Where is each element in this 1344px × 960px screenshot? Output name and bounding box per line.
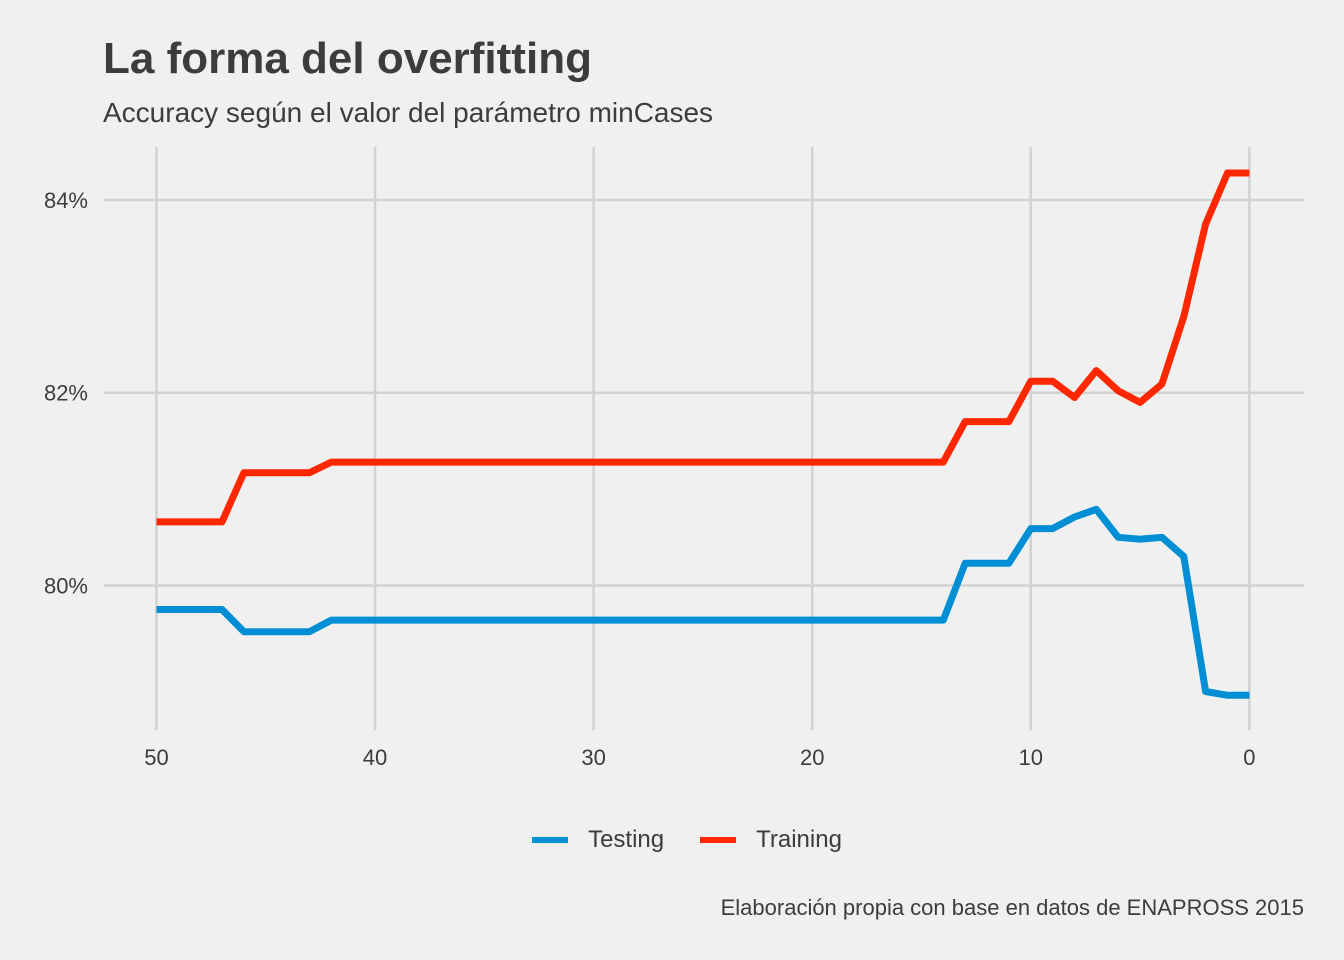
series-line-training xyxy=(156,169,1250,526)
series-layer xyxy=(156,169,1250,699)
legend-label-training: Training xyxy=(756,826,842,853)
y-tick-label: 84% xyxy=(44,188,88,213)
chart-title: La forma del overfitting xyxy=(103,34,592,83)
x-tick-label: 0 xyxy=(1243,745,1255,770)
tick-label-layer: 50 40 30 20 10 0 80% 82% 84% xyxy=(44,188,1256,770)
x-tick-label: 40 xyxy=(363,745,387,770)
y-tick-label: 80% xyxy=(44,573,88,598)
legend-swatch-training xyxy=(700,837,737,843)
legend-item-training: Training xyxy=(700,826,842,854)
series-line-testing xyxy=(156,505,1250,699)
x-tick-label: 20 xyxy=(800,745,824,770)
grid-layer xyxy=(104,147,1304,730)
y-tick-label: 82% xyxy=(44,381,88,406)
x-tick-label: 50 xyxy=(144,745,168,770)
chart-subtitle: Accuracy según el valor del parámetro mi… xyxy=(103,97,714,128)
x-tick-label: 10 xyxy=(1019,745,1043,770)
x-tick-label: 30 xyxy=(581,745,605,770)
chart-caption: Elaboración propia con base en datos de … xyxy=(720,895,1304,920)
legend: Testing Training xyxy=(0,826,1344,854)
legend-swatch-testing xyxy=(532,837,569,843)
legend-label-testing: Testing xyxy=(588,826,665,853)
legend-item-testing: Testing xyxy=(532,826,664,854)
